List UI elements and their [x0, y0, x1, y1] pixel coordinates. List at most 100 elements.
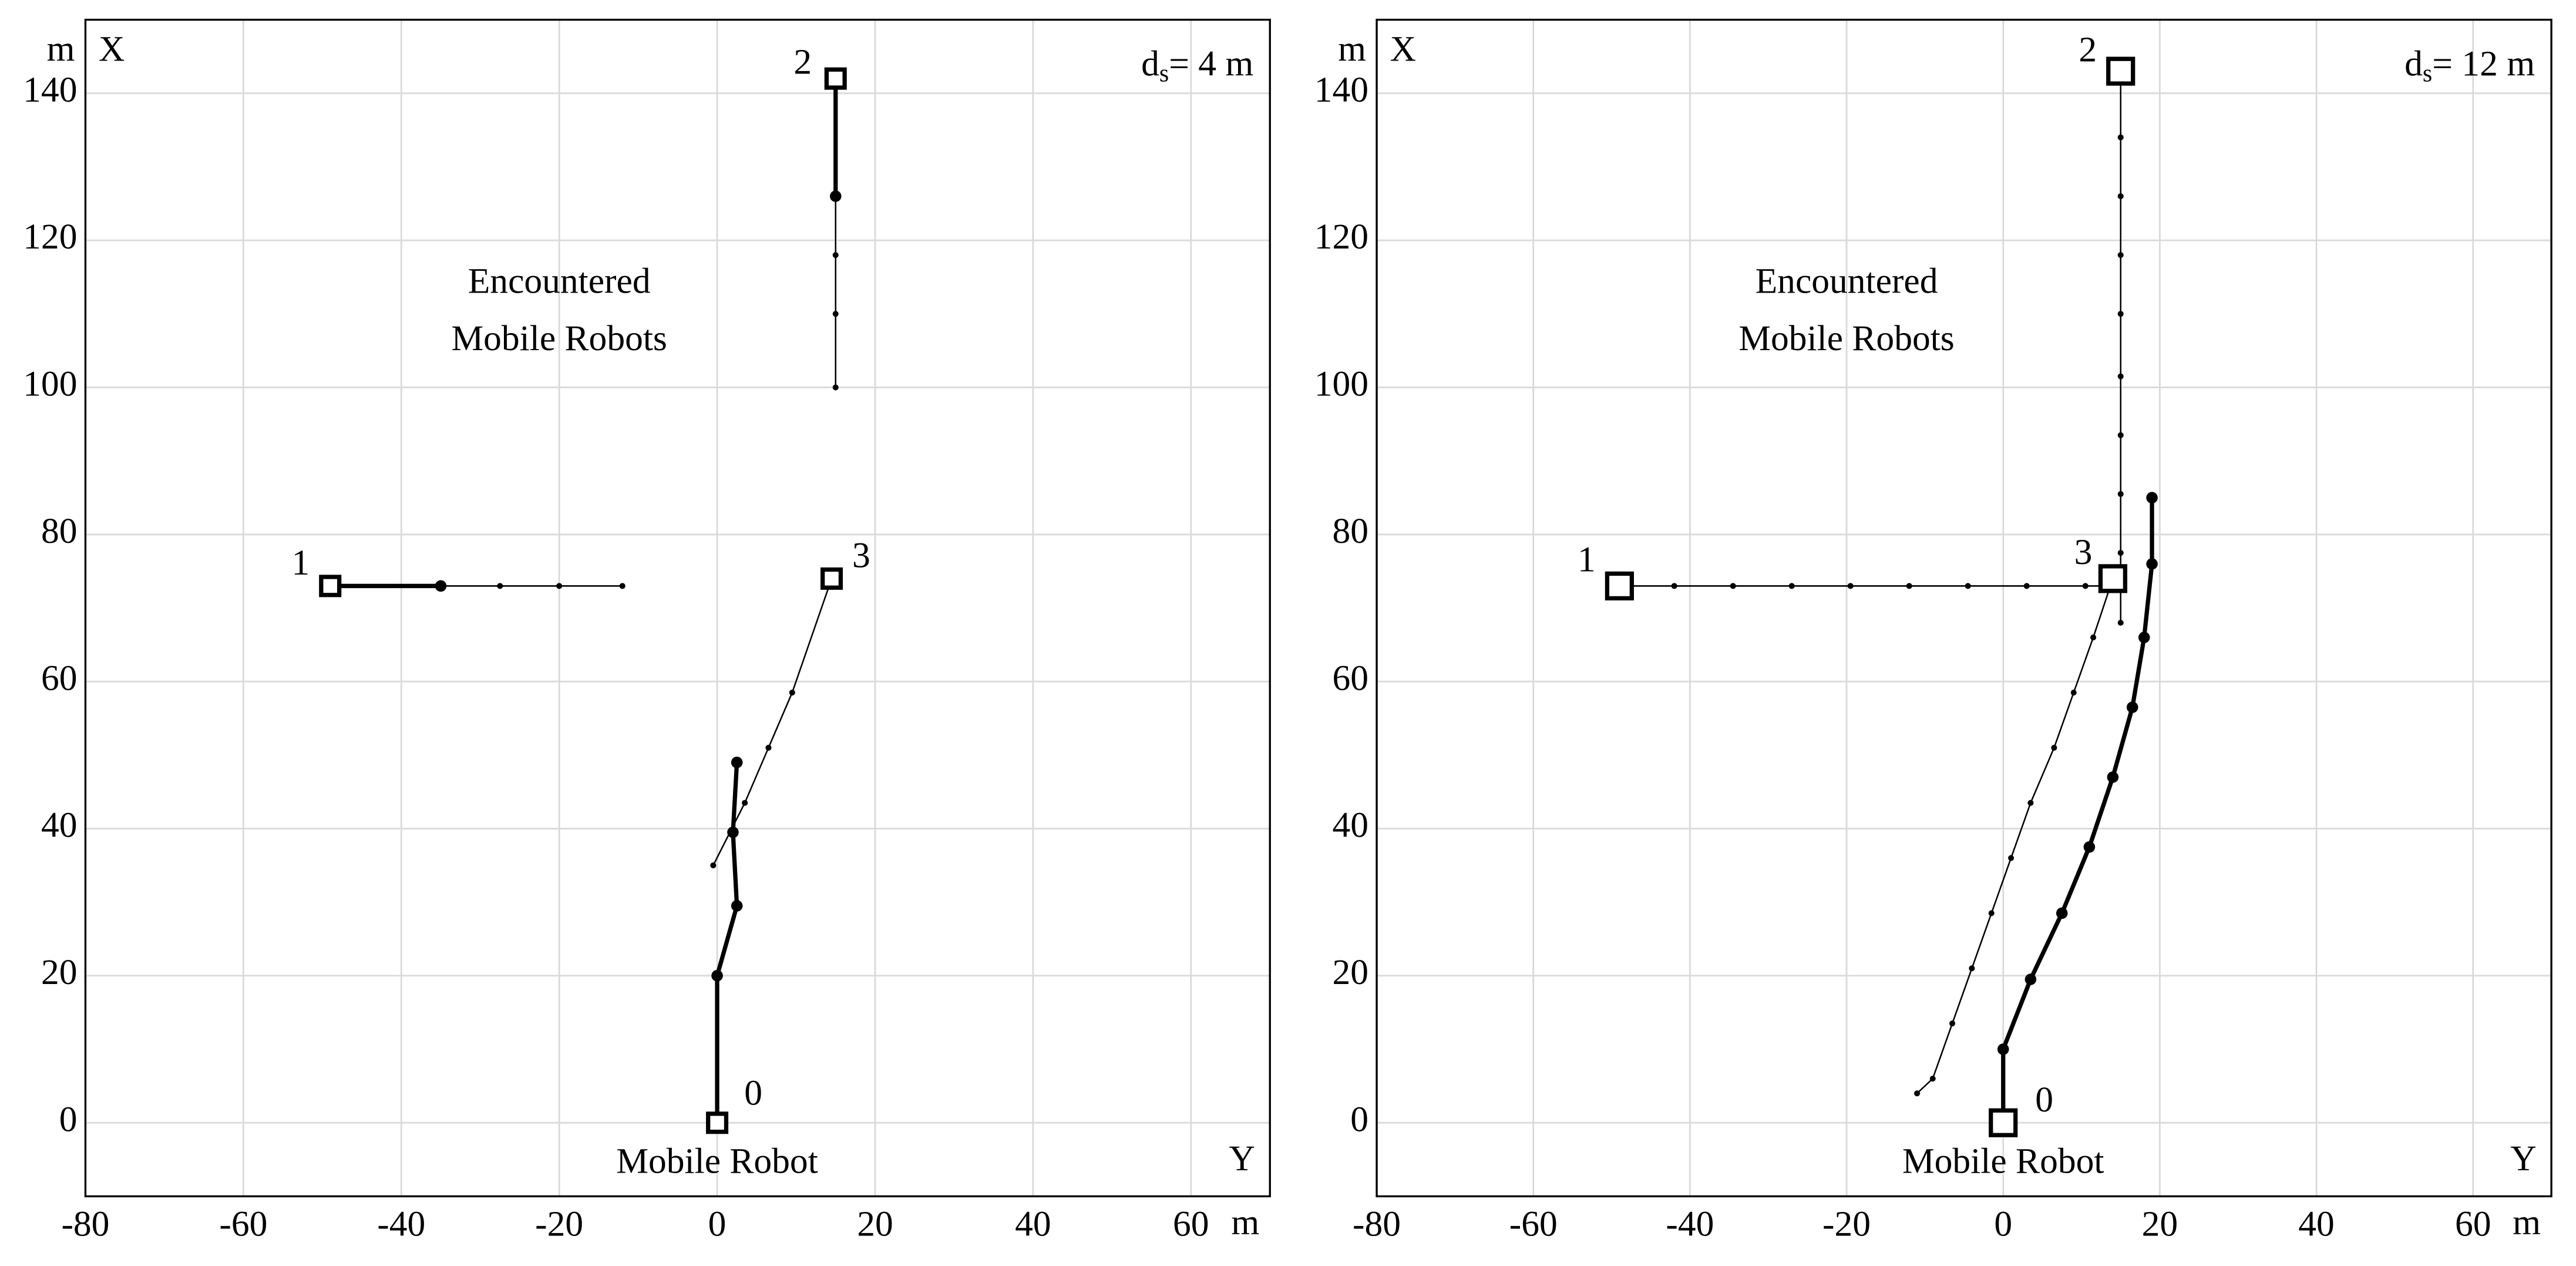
robot-marker: [824, 67, 847, 90]
trajectory-point: [2117, 550, 2124, 556]
group-label: Encountered: [468, 261, 651, 301]
robot-marker: [1605, 571, 1634, 601]
trajectory-point: [832, 384, 839, 391]
trajectory-point: [727, 826, 739, 838]
robot-marker: [2106, 56, 2136, 86]
x-tick-label: 20: [857, 1204, 893, 1244]
trajectory-point: [2117, 311, 2124, 317]
trajectory-point: [556, 583, 563, 589]
x-axis-label: Y: [1229, 1139, 1255, 1178]
robot-marker: [820, 567, 843, 590]
x-unit: m: [1231, 1203, 1259, 1243]
y-tick-label: 140: [23, 70, 77, 110]
annotation-sub: s: [2423, 60, 2432, 87]
robot-marker: [2098, 564, 2127, 593]
y-tick-label: 100: [1314, 364, 1368, 404]
x-tick-label: 0: [708, 1204, 727, 1244]
trajectory-point: [2138, 632, 2150, 643]
robot-number: 3: [2074, 532, 2093, 572]
y-tick-label: 40: [1333, 805, 1369, 845]
y-tick-label: 20: [1333, 952, 1369, 992]
y-unit: m: [47, 29, 75, 69]
robot-marker: [1989, 1108, 2018, 1137]
trajectory: [715, 762, 739, 1123]
trajectory-point: [789, 689, 795, 696]
robot-number: 0: [744, 1073, 762, 1113]
trajectory-point: [1788, 583, 1795, 589]
robot-number: 3: [852, 535, 870, 575]
trajectory-point: [2025, 973, 2037, 985]
y-tick-label: 140: [1314, 70, 1368, 110]
trajectory-point: [2027, 800, 2034, 806]
robot-number: 0: [2035, 1080, 2053, 1120]
trajectory-point: [2107, 771, 2119, 783]
trajectory-point: [731, 757, 743, 768]
trajectory-point: [1969, 965, 1975, 972]
trajectory-point: [2082, 583, 2089, 589]
x-tick-label: -60: [1509, 1204, 1558, 1244]
x-unit: m: [2513, 1203, 2541, 1243]
trajectory-point: [1914, 1090, 1921, 1097]
y-tick-label: 20: [41, 952, 78, 992]
x-tick-label: 60: [1173, 1204, 1209, 1244]
robot-label: Mobile Robot: [1902, 1141, 2104, 1181]
trajectory-point: [1671, 583, 1677, 589]
x-tick-label: -40: [1666, 1204, 1714, 1244]
robot-marker: [319, 575, 342, 597]
trajectory-point: [2117, 373, 2124, 380]
y-axis-label: X: [1390, 29, 1416, 69]
x-axis-label: Y: [2510, 1139, 2536, 1178]
trajectory-point: [1949, 1020, 1956, 1027]
trajectory-point: [2117, 252, 2124, 258]
x-tick-label: -80: [61, 1204, 109, 1244]
plot-frame: [84, 18, 1271, 1198]
trajectory-point: [1965, 583, 1971, 589]
trajectory-point: [832, 311, 839, 317]
trajectory-point: [2117, 491, 2124, 497]
annotation-rest: = 4 m: [1169, 44, 1253, 84]
trajectory-point: [2051, 744, 2057, 751]
trajectory-point: [2070, 689, 2077, 696]
trajectory-point: [2117, 432, 2124, 438]
trajectory-point: [438, 583, 444, 589]
trajectory-point: [832, 193, 839, 200]
trajectory-point: [2117, 619, 2124, 626]
trajectory-point: [2126, 701, 2138, 713]
x-tick-label: -20: [1822, 1204, 1871, 1244]
y-tick-label: 60: [1333, 658, 1369, 698]
trajectory-point: [832, 252, 839, 258]
trajectory: [2001, 498, 2154, 1123]
trajectory-point: [497, 583, 503, 589]
trajectory-point: [2056, 907, 2068, 919]
robot-marker: [706, 1111, 729, 1134]
trajectory-point: [2083, 841, 2096, 853]
y-tick-label: 100: [23, 364, 77, 404]
trajectory-point: [2090, 634, 2097, 641]
trajectory-point: [2008, 855, 2015, 861]
annotation-main: d: [1141, 44, 1159, 84]
trajectory-point: [2117, 193, 2124, 200]
trajectory-point: [1997, 1043, 2009, 1055]
y-tick-label: 0: [1350, 1099, 1368, 1139]
group-label: Mobile Robots: [451, 318, 667, 358]
y-tick-label: 0: [59, 1099, 78, 1139]
trajectory-point: [710, 862, 717, 869]
y-tick-label: 40: [41, 805, 78, 845]
annotation-rest: = 12 m: [2432, 44, 2535, 84]
y-unit: m: [1338, 29, 1366, 69]
x-tick-label: 40: [1015, 1204, 1051, 1244]
y-tick-label: 60: [41, 658, 78, 698]
x-tick-label: 40: [2298, 1204, 2335, 1244]
trajectory-point: [2146, 492, 2158, 504]
annotation: ds= 4 m: [1141, 44, 1253, 87]
group-label: Encountered: [1756, 261, 1938, 301]
robot-number: 2: [793, 42, 812, 82]
trajectory-point: [1988, 910, 1995, 916]
x-tick-label: 60: [2455, 1204, 2491, 1244]
trajectory-point: [731, 900, 743, 912]
y-tick-label: 80: [1333, 511, 1369, 551]
